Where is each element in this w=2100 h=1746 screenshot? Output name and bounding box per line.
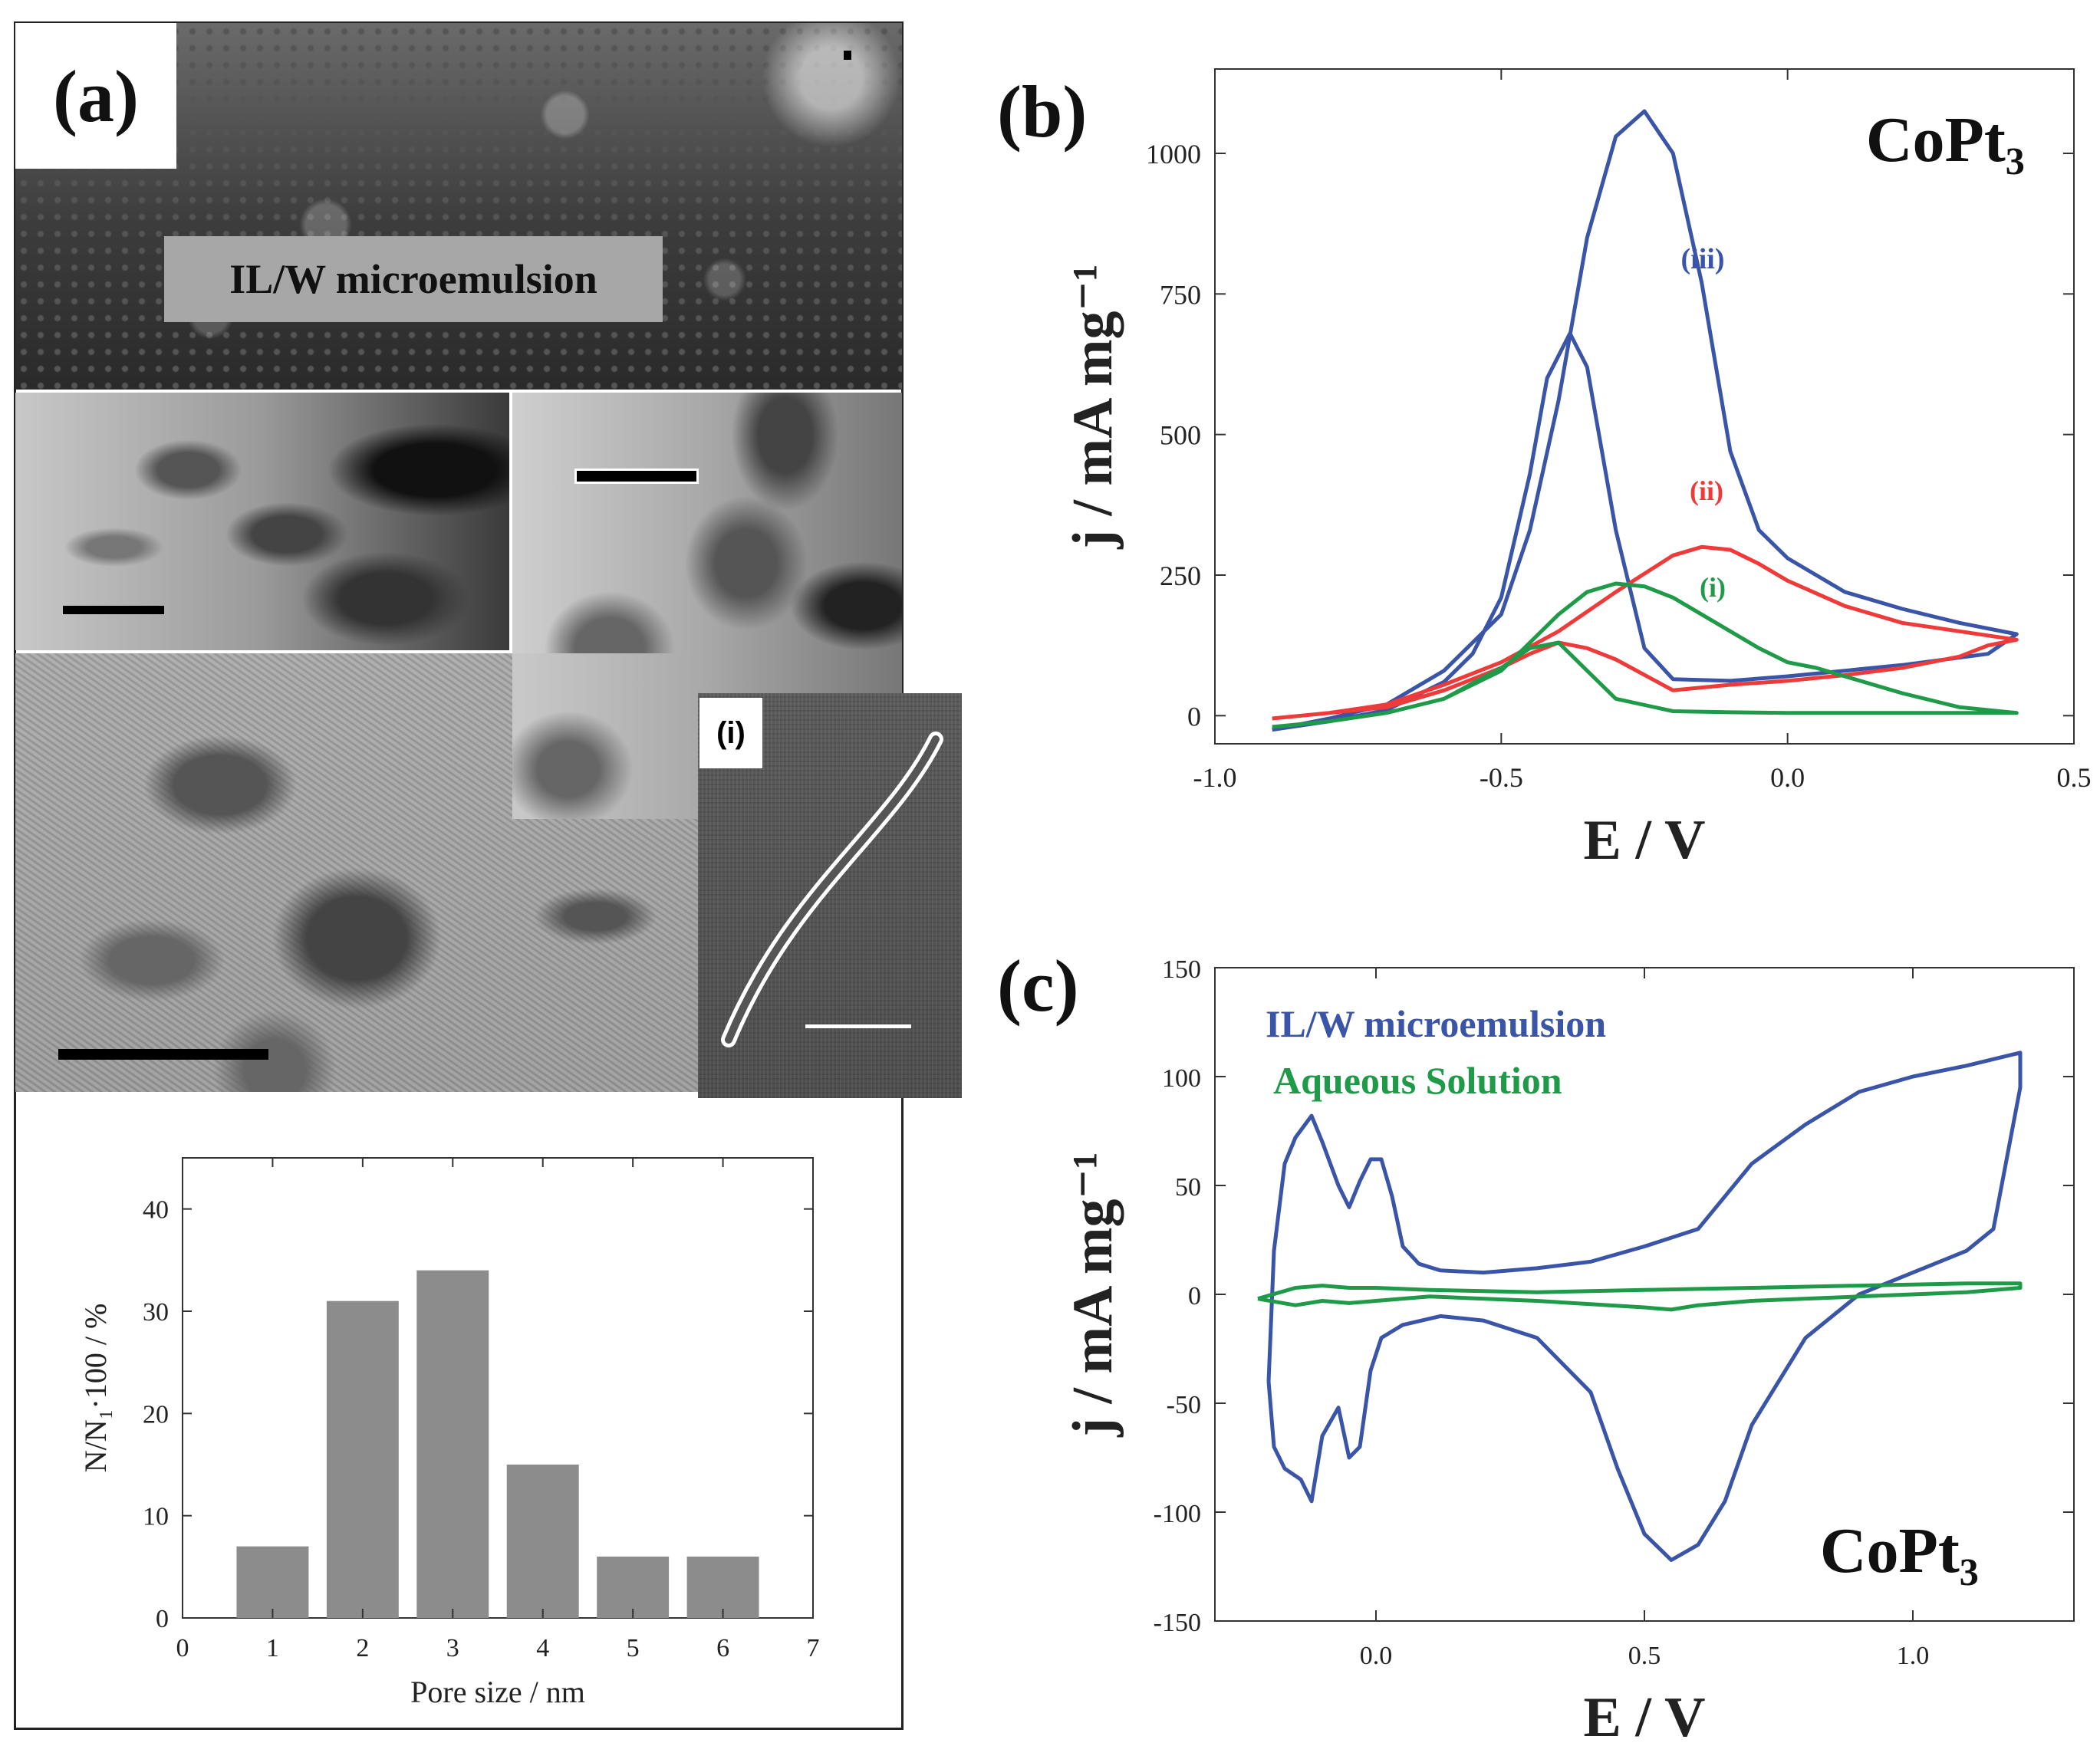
panel-label-c: (c) — [997, 945, 1079, 1027]
x-tick-label: 2 — [356, 1634, 369, 1662]
x-tick-label: 1 — [266, 1634, 279, 1662]
x-tick-label: 7 — [807, 1634, 820, 1662]
cv-chart-c: 0.0 0.5 1.0 -150 -100 -50 0 50 100 150 E / V j / mA… — [1062, 955, 2075, 1741]
series-label: (i) — [1700, 572, 1726, 603]
x-tick-label: 1.0 — [1897, 1642, 1930, 1670]
y-tick-label: 30 — [143, 1298, 169, 1327]
y-axis-label: j / mA mg⁻¹ — [1062, 264, 1124, 550]
inset-label-box: (i) — [699, 698, 762, 768]
inset-label: (i) — [716, 715, 746, 750]
hist-bar — [686, 1557, 759, 1618]
y-tick-label: 40 — [143, 1196, 169, 1225]
y-tick-label: 50 — [1175, 1173, 1201, 1202]
x-tick-label: 6 — [716, 1634, 729, 1662]
y-tick-label: 500 — [1160, 420, 1201, 451]
y-tick-label: 250 — [1160, 561, 1201, 591]
y-tick-label: -50 — [1167, 1391, 1201, 1419]
series-line--i- — [1272, 581, 2019, 729]
hist-bar — [597, 1557, 670, 1618]
y-tick-label: 0 — [1188, 1282, 1201, 1310]
hist-bar — [506, 1465, 579, 1618]
hist-bar — [326, 1300, 399, 1618]
series-label: (ii) — [1690, 475, 1723, 506]
y-axis-label: N/N₁·100 / % — [78, 1304, 113, 1473]
y-tick-label: 1000 — [1146, 139, 1201, 169]
y-tick-label: 10 — [143, 1503, 169, 1531]
x-tick-label: 0.0 — [1770, 762, 1805, 793]
scale-bar-3 — [58, 1049, 268, 1060]
cv-chart-b: -1.0 -0.5 0.0 0.5 0 250 500 750 1000 E / V j / mA … — [1062, 68, 2092, 859]
x-axis-label: E / V — [1583, 1686, 1705, 1741]
pore-histogram: 0 1 2 3 4 5 6 7 0 10 20 30 40 Pore size / nm N/N₁·100 … — [78, 1157, 820, 1709]
legend-entry-aqueous: Aqueous Solution — [1273, 1059, 1562, 1102]
panel-label-b: (b) — [997, 71, 1088, 153]
y-tick-label: 0 — [156, 1605, 169, 1633]
scale-bar-4 — [805, 1024, 911, 1028]
hist-bar — [236, 1546, 309, 1618]
scale-bar-1 — [63, 606, 164, 614]
series-label: (iii) — [1681, 243, 1725, 275]
y-tick-label: -150 — [1154, 1609, 1201, 1637]
y-tick-label: 150 — [1162, 955, 1201, 984]
y-tick-label: 0 — [1187, 701, 1201, 732]
legend-entry-ilw: IL/W microemulsion — [1266, 1002, 1606, 1045]
chart-title: CoPt₃ — [1820, 1515, 1979, 1587]
overlay-label: IL/W microemulsion — [229, 256, 597, 302]
scale-dot — [844, 51, 851, 60]
plot-frame — [1214, 68, 2075, 745]
x-tick-label: 4 — [536, 1634, 549, 1662]
y-tick-label: 100 — [1162, 1064, 1201, 1093]
x-tick-label: 3 — [446, 1634, 459, 1662]
x-tick-label: -0.5 — [1480, 762, 1523, 793]
x-tick-label: 0.0 — [1360, 1642, 1393, 1670]
x-axis-label: Pore size / nm — [410, 1675, 585, 1709]
y-tick-label: -100 — [1154, 1500, 1201, 1528]
hist-bar — [416, 1270, 489, 1618]
series-line--ii- — [1272, 544, 2019, 721]
y-axis-label: j / mA mg⁻¹ — [1062, 1152, 1124, 1438]
x-tick-label: 0.5 — [1628, 1642, 1661, 1670]
x-tick-label: 0.5 — [2057, 762, 2092, 793]
scale-bar-2 — [574, 469, 699, 484]
x-tick-label: 0 — [176, 1634, 189, 1662]
x-tick-label: 5 — [627, 1634, 640, 1662]
panel-label-a: (a) — [15, 23, 176, 169]
series-line-aqueous-solution — [1257, 1281, 2023, 1312]
hist-plot-frame — [182, 1157, 814, 1619]
x-axis-label: E / V — [1583, 809, 1705, 859]
nanowire-drawing — [721, 732, 943, 1047]
chart-title: CoPt₃ — [1866, 104, 2025, 176]
series-line-il-w-microemulsion — [1266, 1051, 2023, 1562]
x-tick-label: -1.0 — [1193, 762, 1237, 793]
overlay-label-box: IL/W microemulsion — [164, 236, 663, 322]
series-line--iii- — [1272, 109, 2019, 732]
y-tick-label: 750 — [1160, 279, 1201, 310]
y-tick-label: 20 — [143, 1400, 169, 1429]
tem-micrograph-mid-right-overlap — [512, 653, 698, 819]
